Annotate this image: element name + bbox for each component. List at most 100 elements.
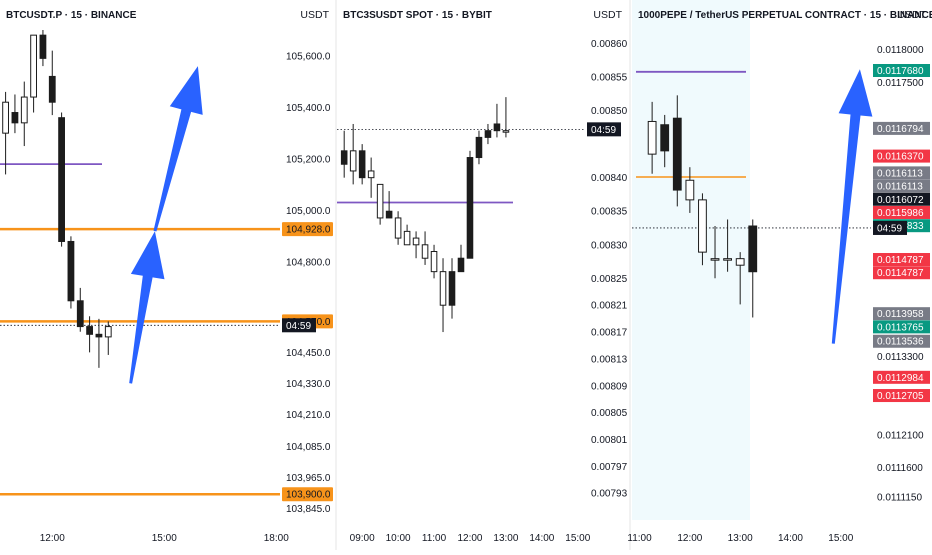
y-tick-label: 105,600.0 <box>286 51 331 62</box>
y-tick-label: 0.0112100 <box>877 431 924 442</box>
x-tick-label: 15:00 <box>152 533 177 544</box>
chart-panel-2[interactable]: BTC3SUSDT SPOT · 15 · BYBIT USDT 0.00860 0.… <box>337 9 628 544</box>
price-badge <box>873 370 930 384</box>
candle-up <box>421 244 429 259</box>
chart-panel-3[interactable]: 1000PEPE / TetherUS PERPETUAL CONTRACT ·… <box>627 0 932 544</box>
candle-down <box>484 130 492 138</box>
price-badge-label: 0.0116072 <box>877 195 924 206</box>
price-badge <box>873 253 930 267</box>
chart-title: BTCUSDT.P · 15 · BINANCE <box>6 10 137 21</box>
candle-up <box>104 326 112 338</box>
candle-down <box>358 150 366 179</box>
price-badge <box>873 179 930 193</box>
price-badge-label: 0.0116794 <box>877 124 924 135</box>
candle-down <box>493 123 501 132</box>
candle-up <box>710 258 720 261</box>
session-highlight <box>632 0 750 520</box>
y-tick-label: 0.00830 <box>591 240 628 251</box>
candle-down <box>385 210 393 219</box>
candle-up <box>685 179 695 201</box>
y-tick-label: 105,000.0 <box>286 206 331 217</box>
y-tick-label: 0.00821 <box>591 301 628 312</box>
countdown-badge <box>873 220 907 235</box>
price-badge-label: 0.0116370 <box>877 152 924 163</box>
price-badge <box>873 389 930 403</box>
price-badge-label: 0.0116113 <box>877 182 923 193</box>
level-price-badge <box>282 487 333 502</box>
candle-up <box>20 96 28 124</box>
candle-up <box>698 199 707 253</box>
price-badge-label: 0.0113958 <box>877 309 924 320</box>
price-badge <box>873 320 930 334</box>
y-tick-label: 0.0111150 <box>877 493 922 504</box>
x-tick-label: 15:00 <box>828 533 853 544</box>
x-tick-label: 13:00 <box>493 533 518 544</box>
candle-down <box>748 225 758 273</box>
candle-down <box>466 157 474 259</box>
y-tick-label: 104,210.0 <box>286 410 331 421</box>
level-price-label: 103,900.0 <box>286 490 331 501</box>
candle-up <box>2 101 9 134</box>
candle-down <box>340 150 348 165</box>
price-badge <box>873 166 930 180</box>
countdown-label: 04:59 <box>591 125 616 136</box>
y-tick-label: 0.00850 <box>591 106 628 117</box>
y-tick-label: 104,450.0 <box>286 348 331 359</box>
axis-unit-label: USDT <box>300 9 329 21</box>
candle-up <box>439 271 447 306</box>
candle-down <box>475 136 483 159</box>
x-tick-label: 13:00 <box>728 533 753 544</box>
y-tick-label: 0.0118000 <box>877 45 924 56</box>
price-badge <box>873 121 930 135</box>
candle-up <box>502 130 510 133</box>
candle-down <box>48 75 56 103</box>
price-badge <box>873 64 930 78</box>
x-tick-label: 11:00 <box>422 533 447 544</box>
candle-up <box>735 258 745 266</box>
chart-title: 1000PEPE / TetherUS PERPETUAL CONTRACT ·… <box>638 10 932 21</box>
x-tick-label: 14:00 <box>529 533 554 544</box>
candle-up <box>394 217 402 239</box>
candle-up <box>412 237 420 246</box>
candle-up <box>403 230 411 246</box>
y-tick-label: 0.0111600 <box>877 463 923 474</box>
y-tick-label: 0.00793 <box>591 489 628 500</box>
candle-down <box>672 117 682 191</box>
y-tick-label: 0.0117500 <box>877 78 924 89</box>
y-tick-label: 0.00805 <box>591 408 628 419</box>
axis-unit-label: USDT <box>593 9 622 21</box>
candle-up <box>376 183 384 219</box>
y-tick-label: 0.00801 <box>591 435 628 446</box>
x-tick-label: 14:00 <box>778 533 803 544</box>
price-badge <box>873 266 930 280</box>
y-tick-label: 105,200.0 <box>286 154 331 165</box>
countdown-badge <box>282 318 316 333</box>
candle-down <box>86 326 93 335</box>
y-tick-label: 103,845.0 <box>286 504 331 515</box>
price-badge-label: 0.0114787 <box>877 268 924 279</box>
trend-arrow <box>129 231 165 384</box>
price-badge-label: 0.0114787 <box>877 255 924 266</box>
price-badge <box>873 149 930 163</box>
y-tick-label: 0.00840 <box>591 173 628 184</box>
y-tick-label: 104,085.0 <box>286 442 331 453</box>
price-badge-label: 0.0115986 <box>877 208 924 219</box>
candle-down <box>67 240 75 302</box>
price-badge-label: 0.0117680 <box>877 66 924 77</box>
price-badge-label: 0.0116113 <box>877 168 923 179</box>
x-tick-label: 15:00 <box>565 533 590 544</box>
candle-down <box>11 112 19 124</box>
chart-panel-1[interactable]: BTCUSDT.P · 15 · BINANCE USDT 105,600.0 105… <box>0 9 333 544</box>
trend-arrow <box>831 69 873 344</box>
price-badge-label: 0.0113536 <box>877 337 924 348</box>
x-tick-label: 12:00 <box>40 533 65 544</box>
x-tick-label: 11:00 <box>627 533 652 544</box>
y-tick-label: 0.00825 <box>591 274 628 285</box>
trend-arrow <box>153 66 203 232</box>
price-badge-label: 0.0112984 <box>877 373 924 384</box>
candle-up <box>430 251 438 273</box>
y-tick-label: 0.00855 <box>591 72 628 83</box>
candle-down <box>58 117 65 242</box>
